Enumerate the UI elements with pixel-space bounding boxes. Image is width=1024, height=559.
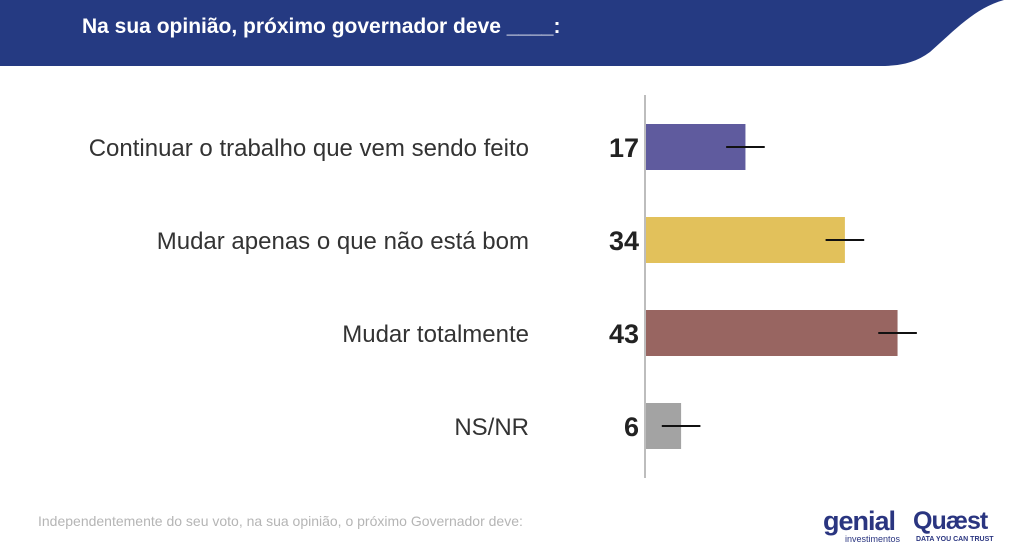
bar-chart: Continuar o trabalho que vem sendo feito… — [89, 95, 917, 478]
category-label-2: Mudar apenas o que não está bom — [157, 228, 529, 255]
category-label-3: Mudar totalmente — [342, 321, 529, 348]
header-banner — [0, 0, 1004, 66]
genial-logo: genial investimentos — [823, 506, 905, 546]
bar-2 — [646, 217, 845, 263]
quaest-logo: Quæst DATA YOU CAN TRUST — [913, 507, 995, 546]
page-title: Na sua opinião, próximo governador deve … — [82, 15, 561, 38]
value-label-4: 6 — [624, 412, 639, 442]
quaest-logo-tagline: DATA YOU CAN TRUST — [916, 536, 994, 543]
value-label-3: 43 — [609, 319, 639, 349]
quaest-logo-word: Quæst — [913, 507, 988, 535]
header-banner-shape — [0, 0, 1004, 66]
bar-3 — [646, 310, 898, 356]
bars-layer: Continuar o trabalho que vem sendo feito… — [89, 124, 917, 449]
genial-logo-word: genial — [823, 506, 896, 536]
category-label-4: NS/NR — [454, 414, 529, 441]
value-label-1: 17 — [609, 133, 639, 163]
value-label-2: 34 — [609, 226, 639, 256]
footnote: Independentemente do seu voto, na sua op… — [38, 513, 523, 529]
genial-logo-subtitle: investimentos — [845, 534, 901, 544]
category-label-1: Continuar o trabalho que vem sendo feito — [89, 135, 529, 162]
